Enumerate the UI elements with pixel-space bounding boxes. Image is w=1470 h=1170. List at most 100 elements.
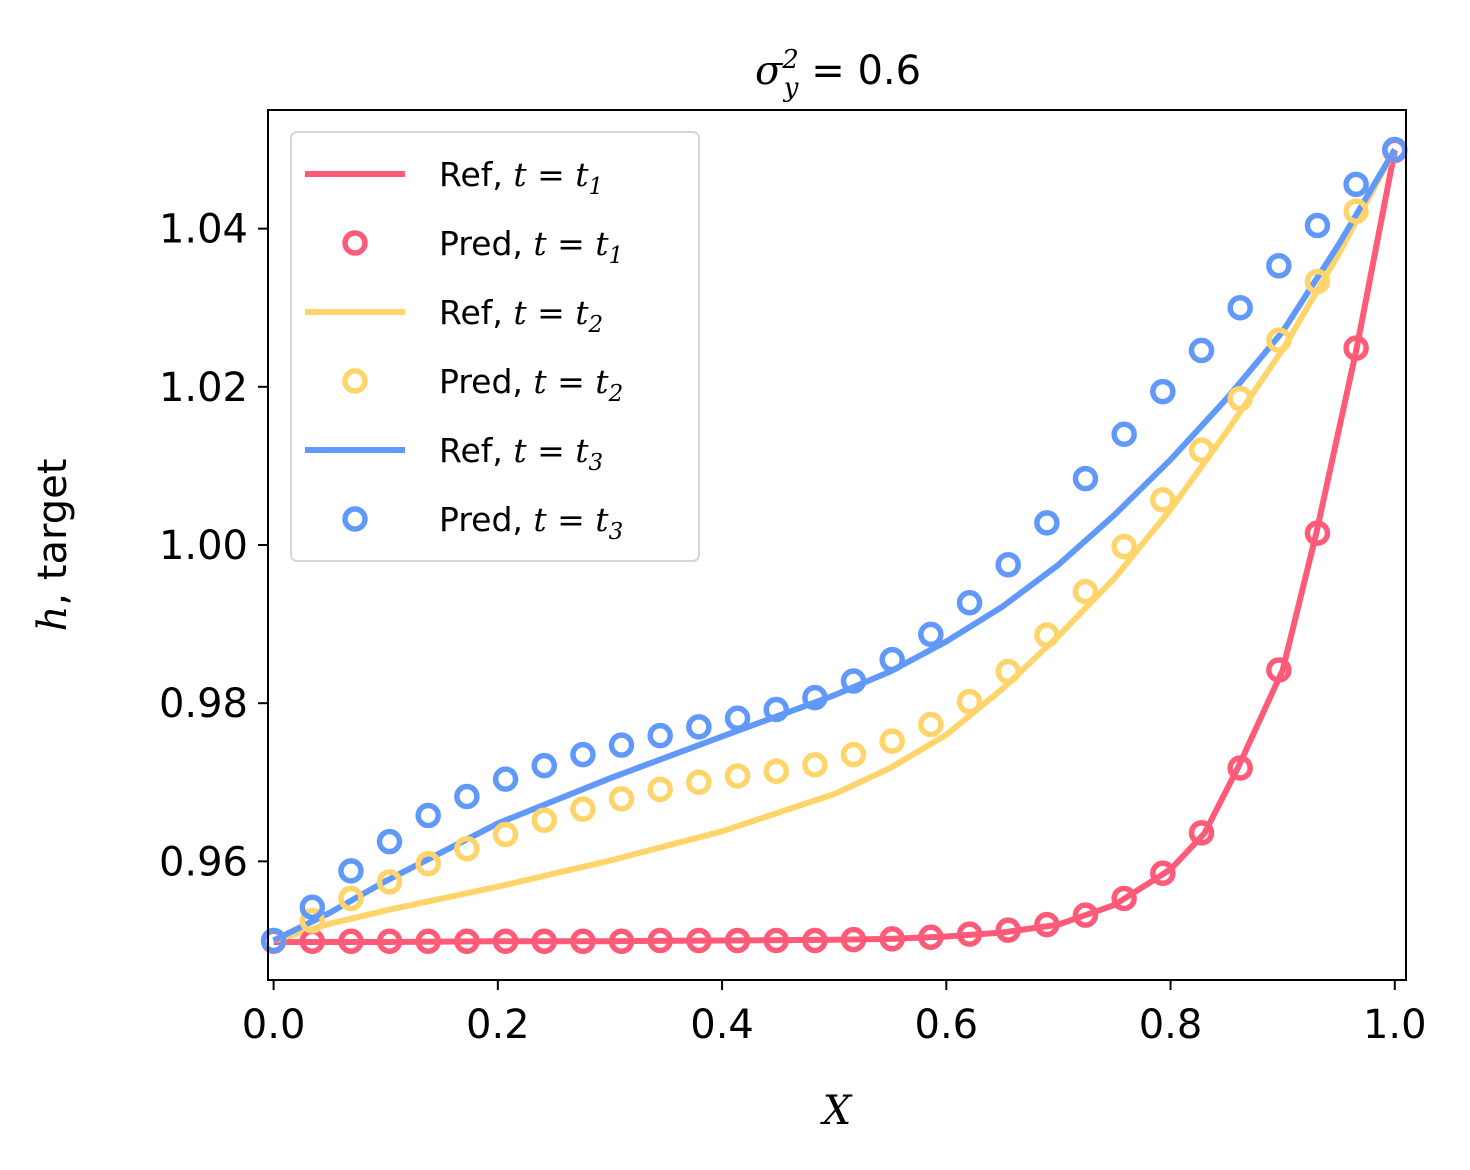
data-point xyxy=(1188,820,1215,846)
y-tick-label: 0.98 xyxy=(159,681,248,727)
data-point xyxy=(531,928,558,954)
data-point xyxy=(840,741,867,768)
data-point xyxy=(492,766,519,792)
legend-entry-prefix: Pred, xyxy=(439,500,533,539)
legend-entry-subscript: 3 xyxy=(589,450,604,476)
data-point xyxy=(647,722,673,749)
data-point xyxy=(995,552,1021,578)
data-point xyxy=(802,752,828,778)
data-point xyxy=(531,752,558,779)
data-point xyxy=(1150,487,1176,513)
data-point xyxy=(1150,860,1176,886)
legend-entry-equation: t = t xyxy=(513,431,589,470)
data-point xyxy=(879,728,905,754)
data-point xyxy=(531,807,558,833)
data-point xyxy=(763,927,789,954)
title-rest: = 0.6 xyxy=(799,48,922,94)
x-tick-label: 0.8 xyxy=(1139,1002,1203,1048)
legend-entry-label: Ref, t = t2 xyxy=(439,293,603,338)
x-tick-label: 1.0 xyxy=(1363,1002,1427,1048)
legend-entry-equation: t = t xyxy=(513,293,589,332)
data-point xyxy=(1343,335,1369,361)
data-point xyxy=(1227,294,1253,321)
data-point xyxy=(840,668,867,694)
data-point xyxy=(918,711,944,738)
data-point xyxy=(956,688,983,715)
data-point xyxy=(1227,755,1253,781)
data-point xyxy=(608,732,635,758)
x-tick-label: 0.2 xyxy=(466,1002,530,1048)
series-layer xyxy=(260,136,1408,954)
legend-box xyxy=(290,131,700,562)
data-point xyxy=(570,928,596,954)
data-point xyxy=(1188,337,1215,364)
ticks-layer: 0.0 0.2 0.4 0.6 0.8 1.0 0.96 0.98 1.00 1.02 1.04 xyxy=(159,207,1427,1048)
data-point xyxy=(570,796,596,822)
data-point xyxy=(1072,902,1099,928)
data-point xyxy=(647,776,673,803)
chart-title: σ2 y = 0.6 xyxy=(755,45,921,103)
data-point xyxy=(1382,136,1408,163)
y-axis-label-symbol: h xyxy=(30,606,76,632)
data-point xyxy=(570,741,596,768)
legend-entry-equation: t = t xyxy=(533,362,609,401)
data-point xyxy=(1343,198,1369,224)
data-point xyxy=(802,684,828,711)
legend-entry-label: Pred, t = t3 xyxy=(439,500,623,545)
data-point xyxy=(492,928,519,954)
data-point xyxy=(299,907,326,934)
y-tick-label: 1.00 xyxy=(159,523,248,569)
data-point xyxy=(802,927,828,954)
data-point xyxy=(1304,268,1331,295)
data-point xyxy=(338,885,364,912)
legend-entry-subscript: 1 xyxy=(609,243,624,269)
data-point xyxy=(1266,253,1292,279)
legend-entry-prefix: Pred, xyxy=(439,362,533,401)
data-point xyxy=(918,924,944,951)
data-point xyxy=(492,821,519,848)
data-point xyxy=(454,783,480,810)
y-tick-label: 1.02 xyxy=(159,365,248,411)
data-point xyxy=(608,928,635,954)
x-axis-label: X xyxy=(820,1088,853,1134)
data-point xyxy=(956,921,983,947)
data-point xyxy=(454,835,480,862)
data-point xyxy=(1034,510,1060,536)
y-tick-label: 0.96 xyxy=(159,839,248,885)
data-point xyxy=(1034,911,1060,938)
data-point xyxy=(918,621,944,648)
legend-marker-swatch xyxy=(342,506,368,532)
legend-entry-equation: t = t xyxy=(533,224,609,263)
legend-entry-prefix: Ref, xyxy=(439,155,513,194)
data-point xyxy=(840,926,867,953)
legend-entry-prefix: Ref, xyxy=(439,431,513,470)
legend-marker-swatch xyxy=(342,368,368,394)
data-point xyxy=(338,928,364,954)
x-tick-label: 0.4 xyxy=(690,1002,754,1048)
data-point xyxy=(1111,421,1137,448)
legend-entry-subscript: 2 xyxy=(608,381,624,407)
data-point xyxy=(608,786,635,812)
y-tick-label: 1.04 xyxy=(159,207,248,253)
legend-entry-subscript: 1 xyxy=(589,174,604,200)
data-point xyxy=(376,869,403,895)
legend-entry-label: Ref, t = t3 xyxy=(439,431,603,476)
data-point xyxy=(995,917,1021,943)
legend-entry-equation: t = t xyxy=(533,500,609,539)
legend-entry-label: Pred, t = t1 xyxy=(439,224,623,269)
data-point xyxy=(338,858,364,884)
data-point xyxy=(956,589,983,616)
legend-entry-prefix: Ref, xyxy=(439,293,513,332)
data-point xyxy=(454,928,480,954)
data-point xyxy=(376,928,403,954)
data-point xyxy=(879,646,905,673)
data-point xyxy=(686,714,712,740)
data-point xyxy=(1227,385,1253,412)
data-point xyxy=(1188,437,1215,463)
legend-entry-equation: t = t xyxy=(513,155,589,194)
data-point xyxy=(724,763,751,789)
x-tick-label: 0.0 xyxy=(242,1002,306,1048)
data-point xyxy=(415,928,441,954)
data-point xyxy=(415,802,441,829)
data-point xyxy=(1304,520,1331,546)
